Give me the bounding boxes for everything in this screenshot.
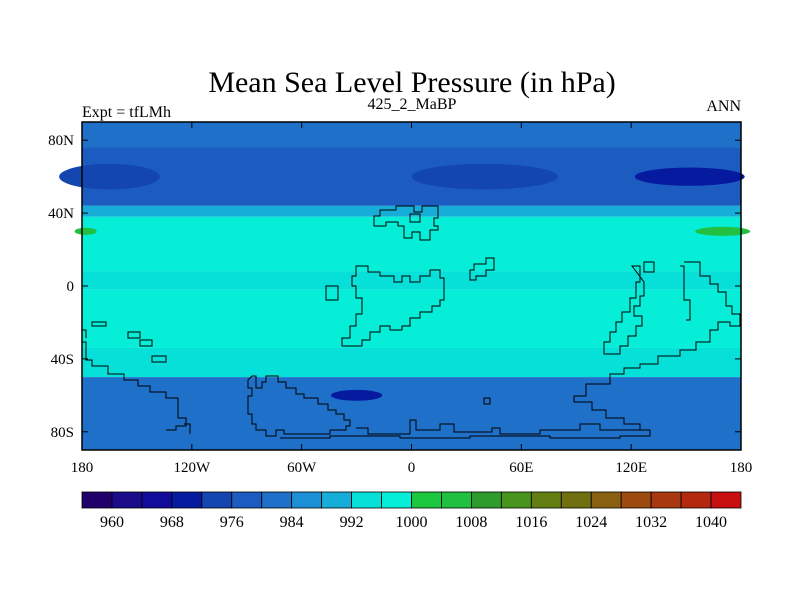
colorbar-label-3: 984 [280,514,304,531]
season-label: ANN [706,98,741,115]
colorbar-label-5: 1000 [396,514,428,531]
colorbar-box-2 [141,491,173,509]
colorbar-label-8: 1024 [575,514,607,531]
colorbar-box-12 [441,491,472,509]
asia-coastline [573,261,741,430]
y-tick-label-2: 0 [67,279,75,295]
run-label: 425_2_MaBP [368,96,457,113]
colorbar-box-15 [530,491,562,509]
colorbar-label-6: 1008 [455,514,487,531]
pressure-cell-3 [330,389,383,401]
colorbar-label-9: 1032 [635,514,667,531]
y-tick-label-1: 40N [48,206,74,222]
colorbar-label-7: 1016 [515,514,547,531]
colorbar-label-2: 976 [220,514,244,531]
colorbar-box-10 [381,491,412,509]
pressure-cell-5 [695,226,751,236]
pressure-cell-2 [634,167,745,186]
australia-coastline [603,265,691,355]
africa-coastline [341,265,445,347]
colorbar-box-21 [710,491,742,509]
colorbar-label-4: 992 [340,514,364,531]
x-tick-label-6: 180 [730,460,753,476]
y-tick-label-3: 40S [51,352,74,368]
colorbar-box-17 [590,491,622,509]
colorbar-box-3 [171,491,203,509]
coastlines [82,205,741,439]
colorbar-box-16 [560,491,592,509]
colorbar-box-0 [81,491,113,509]
x-tick-label-5: 120E [615,460,647,476]
colorbar-box-13 [471,491,502,509]
x-tick-label-2: 60W [287,460,317,476]
pressure-band-1 [82,147,741,206]
map-area [59,121,751,451]
pressure-cell-0 [59,163,160,190]
pressure-cell-4 [74,227,97,235]
pressure-band-4 [82,271,741,290]
pressure-band-6 [82,347,741,378]
axes: 180 120W 60W 0 60E 120E 180 80N 40N 0 40S 80S [48,122,752,476]
south-america-coastline [247,375,351,437]
colorbar-box-5 [231,491,263,509]
north-america-coastline [82,341,191,434]
pressure-band-7 [82,377,741,450]
europe-coastline [373,205,439,241]
pressure-band-2 [82,205,741,217]
colorbar: 960 968 976 984 992 1000 1008 1016 1024 1032 1040 [81,491,742,531]
colorbar-box-18 [620,491,652,509]
y-tick-label-4: 80S [51,425,74,441]
colorbar-box-20 [680,491,712,509]
pressure-field [59,122,751,450]
chart-title: Mean Sea Level Pressure (in hPa) [208,66,615,99]
x-tick-label-1: 120W [173,460,211,476]
central-america-coastline [82,321,167,363]
colorbar-box-9 [351,491,382,509]
experiment-label: Expt = tfLMh [82,104,171,121]
colorbar-label-10: 1040 [695,514,727,531]
x-tick-label-4: 60E [509,460,533,476]
y-tick-label-0: 80N [48,133,74,149]
pressure-cell-1 [411,163,558,190]
pressure-band-5 [82,289,741,348]
colorbar-box-14 [500,491,532,509]
colorbar-label-1: 968 [160,514,184,531]
pressure-band-3 [82,216,741,272]
colorbar-box-1 [111,491,143,509]
colorbar-box-7 [291,491,323,509]
colorbar-label-0: 960 [100,514,124,531]
antarctica-coastline [280,419,651,439]
colorbar-box-6 [261,491,293,509]
colorbar-box-19 [650,491,682,509]
island-coastline [483,397,491,405]
arabia-coastline [325,257,495,301]
colorbar-box-11 [411,491,442,509]
x-tick-label-3: 0 [408,460,416,476]
colorbar-box-4 [201,491,233,509]
colorbar-box-8 [321,491,352,509]
x-tick-label-0: 180 [71,460,94,476]
